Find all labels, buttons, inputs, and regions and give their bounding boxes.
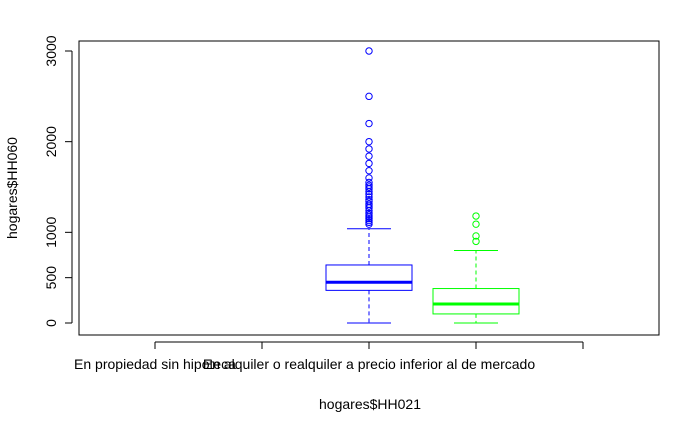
outlier-point <box>472 232 480 240</box>
box-group <box>325 47 413 324</box>
iqr-box <box>325 264 413 291</box>
outlier-point <box>365 137 373 146</box>
outlier-point <box>472 220 480 228</box>
outlier-point <box>365 195 373 204</box>
y-axis-title: hogares$HH060 <box>4 137 20 239</box>
outlier-point <box>365 200 373 208</box>
outlier-point <box>365 190 373 198</box>
boxes <box>325 47 520 324</box>
x-tick-label: En propiedad sin hipoteca <box>74 356 236 372</box>
outlier-point <box>365 193 373 201</box>
outlier-point <box>365 119 373 128</box>
outlier-point <box>365 47 373 55</box>
x-tick-label: En alquiler o realquiler a precio inferi… <box>203 356 536 372</box>
box-group <box>432 212 520 324</box>
outlier-point <box>365 174 373 182</box>
y-tick-label: 2000 <box>43 126 59 157</box>
y-tick-label: 500 <box>43 266 59 290</box>
outlier-point <box>365 159 373 168</box>
y-tick-label: 3000 <box>43 35 59 66</box>
outlier-point <box>472 212 480 220</box>
outlier-point <box>365 92 373 101</box>
outlier-point <box>365 181 373 189</box>
outlier-point <box>472 237 480 246</box>
outlier-point <box>365 178 373 187</box>
outlier-point <box>365 145 373 153</box>
iqr-box <box>432 288 520 315</box>
outlier-point <box>365 209 373 217</box>
y-tick-label: 0 <box>43 319 59 327</box>
plot-frame <box>78 40 660 336</box>
outlier-point <box>365 166 373 175</box>
x-axis-title: hogares$HH021 <box>319 396 421 412</box>
y-tick-label: 1000 <box>43 217 59 248</box>
y-axis: 0 500 1000 2000 3000 <box>43 35 73 327</box>
outlier-point <box>365 152 373 160</box>
